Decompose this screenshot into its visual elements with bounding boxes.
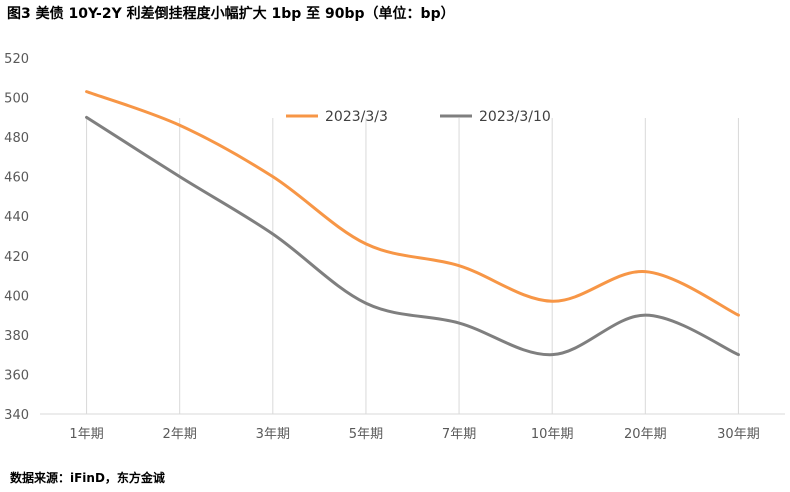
- y-tick-label: 460: [4, 171, 29, 186]
- x-tick-label: 5年期: [349, 427, 383, 442]
- data-source-note: 数据来源：iFinD，东方金诚: [10, 471, 165, 485]
- y-tick-label: 340: [4, 408, 29, 423]
- y-tick-label: 380: [4, 329, 29, 344]
- series-lines: [85, 90, 740, 357]
- x-tick-label: 1年期: [69, 427, 103, 442]
- y-tick-label: 400: [4, 289, 29, 304]
- y-axis-ticks: 340 360 380 400 420 440 460 480 500 520: [4, 52, 29, 423]
- x-tick-label: 30年期: [717, 427, 760, 442]
- x-tick-label: 3年期: [256, 427, 290, 442]
- x-tick-label: 10年期: [531, 427, 574, 442]
- x-tick-label: 7年期: [442, 427, 476, 442]
- figure-title: 图3 美债 10Y-2Y 利差倒挂程度小幅扩大 1bp 至 90bp（单位：bp…: [7, 6, 455, 22]
- legend: 2023/3/3 2023/3/10: [286, 109, 551, 125]
- y-tick-label: 420: [4, 250, 29, 265]
- series-line-2: [85, 115, 740, 357]
- y-tick-label: 500: [4, 92, 29, 107]
- x-axis-ticks: 1年期 2年期 3年期 5年期 7年期 10年期 20年期 30年期: [69, 427, 759, 442]
- x-tick-label: 2年期: [163, 427, 197, 442]
- y-tick-label: 480: [4, 131, 29, 146]
- legend-label: 2023/3/3: [325, 109, 388, 125]
- y-tick-label: 440: [4, 210, 29, 225]
- legend-label: 2023/3/10: [479, 109, 551, 125]
- series-line-1: [85, 90, 740, 317]
- x-tick-label: 20年期: [624, 427, 667, 442]
- grid-lines: [86, 118, 739, 414]
- y-tick-label: 520: [4, 52, 29, 67]
- y-tick-label: 360: [4, 368, 29, 383]
